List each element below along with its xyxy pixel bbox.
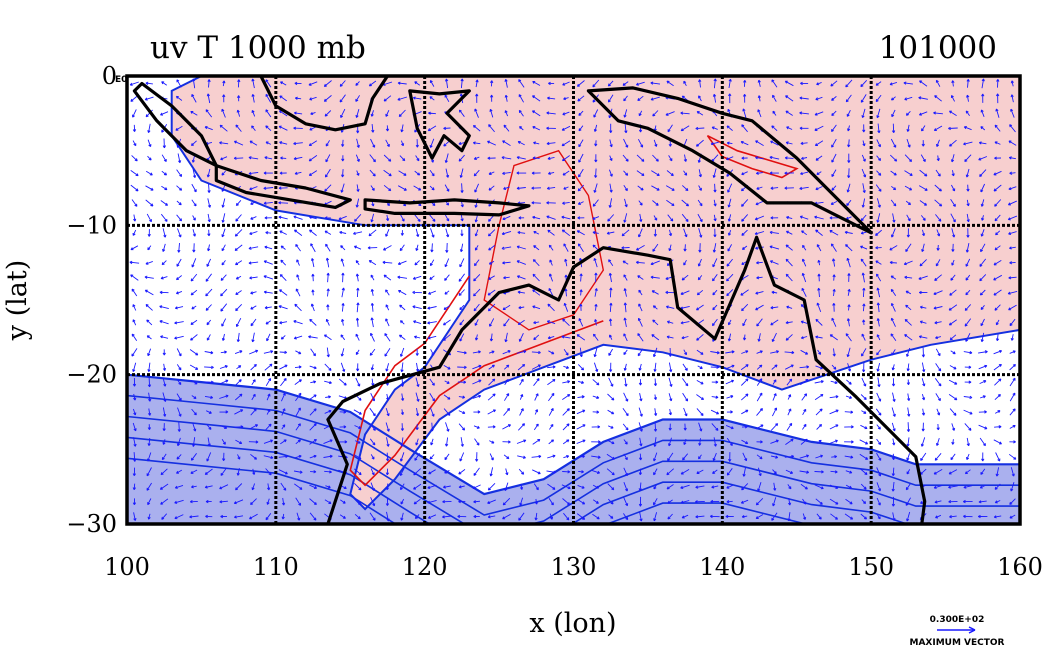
wind-arrows xyxy=(129,78,1018,522)
map-timestamp: 101000 xyxy=(879,30,997,66)
coastline-lesser-sunda xyxy=(363,198,531,217)
y-tick-label: 0 xyxy=(102,62,117,90)
y-tick-label: −10 xyxy=(66,211,117,239)
x-axis-label: x (lon) xyxy=(529,608,616,639)
x-axis-ticks: 100 110 120 130 140 150 160 xyxy=(104,553,1043,581)
vector-legend-caption: MAXIMUM VECTOR xyxy=(909,638,1004,648)
wind-vector-field xyxy=(129,78,1018,522)
plot-area xyxy=(127,76,1020,524)
coastline-borneo xyxy=(259,76,390,132)
coastline-australia xyxy=(326,235,927,524)
map-title: uv T 1000 mb xyxy=(150,30,366,66)
x-tick-label: 140 xyxy=(699,553,745,581)
x-tick-label: 150 xyxy=(848,553,894,581)
x-tick-label: 110 xyxy=(253,553,299,581)
cold-contour xyxy=(127,373,1020,496)
warm-boundary-contour xyxy=(170,76,1020,511)
lat-lon-grid xyxy=(127,76,1020,524)
cold-contour xyxy=(127,457,809,524)
x-tick-label: 160 xyxy=(997,553,1043,581)
vector-legend-arrowhead xyxy=(968,626,976,634)
vector-legend-magnitude: 0.300E+02 xyxy=(930,615,985,625)
plot-frame xyxy=(125,74,1022,526)
x-tick-label: 120 xyxy=(402,553,448,581)
coastlines xyxy=(132,76,927,524)
vector-legend: 0.300E+02 MAXIMUM VECTOR xyxy=(909,615,1004,648)
warm-contour xyxy=(349,275,604,487)
cold-contour xyxy=(127,436,910,524)
x-tick-label: 100 xyxy=(104,553,150,581)
coastline-sumatra xyxy=(132,81,218,168)
cold-contour xyxy=(127,394,1020,516)
y-axis-ticks: 0 −10 −20 −30 xyxy=(66,62,117,538)
warm-contour-core xyxy=(483,149,605,331)
x-tick-label: 130 xyxy=(551,553,597,581)
y-tick-label: −20 xyxy=(66,361,117,389)
y-tick-label: −30 xyxy=(66,510,117,538)
y-axis-label: y (lat) xyxy=(2,260,33,342)
cold-contour xyxy=(127,415,1020,524)
corner-tag: E0 xyxy=(115,75,127,85)
